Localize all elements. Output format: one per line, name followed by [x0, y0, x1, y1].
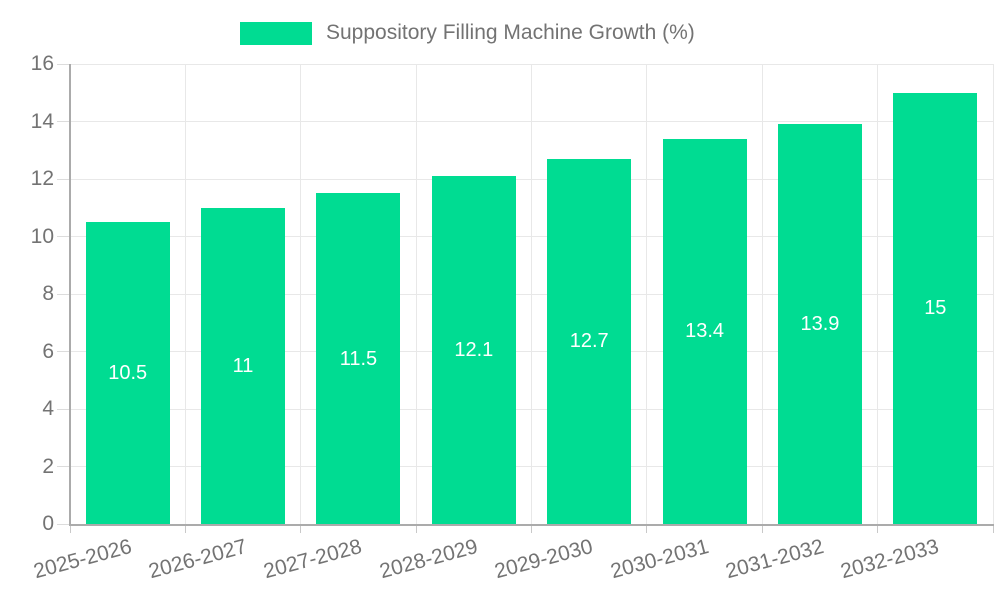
- bar[interactable]: [547, 158, 632, 524]
- legend-label: Suppository Filling Machine Growth (%): [326, 21, 695, 44]
- x-gridline: [761, 64, 763, 524]
- x-gridline: [300, 64, 302, 524]
- y-tick-mark: [57, 408, 70, 410]
- bar[interactable]: [777, 124, 862, 524]
- y-tick-label: 10: [30, 224, 54, 248]
- bar[interactable]: [85, 222, 170, 524]
- bar[interactable]: [201, 207, 286, 524]
- bar-value-label: 11.5: [339, 347, 378, 370]
- y-tick-mark: [57, 523, 70, 525]
- bar-value-label: 13.4: [685, 320, 725, 343]
- bar-value-label: 12.1: [454, 339, 494, 362]
- x-tick-mark: [69, 526, 71, 533]
- y-tick-mark: [57, 236, 70, 237]
- legend-swatch: [240, 21, 312, 45]
- bar[interactable]: [316, 193, 401, 524]
- y-axis-line: [69, 64, 71, 526]
- y-tick-mark: [57, 466, 70, 467]
- x-tick-mark: [300, 526, 302, 533]
- x-tick-mark: [761, 526, 763, 533]
- bar[interactable]: [662, 138, 747, 524]
- y-tick-label: 14: [30, 109, 54, 133]
- bar-value-label: 15: [924, 297, 947, 320]
- y-tick-mark: [57, 63, 70, 65]
- bar-value-label: 12.7: [569, 330, 609, 353]
- y-tick-mark: [57, 178, 70, 180]
- x-tick-mark: [877, 526, 879, 533]
- x-tick-mark: [646, 526, 648, 533]
- y-tick-label: 8: [42, 282, 54, 305]
- bar[interactable]: [431, 176, 516, 524]
- x-gridline: [992, 64, 994, 524]
- y-tick-mark: [57, 121, 70, 122]
- x-gridline: [415, 64, 417, 524]
- y-tick-label: 12: [30, 167, 54, 190]
- y-tick-label: 6: [42, 339, 54, 363]
- x-tick-mark: [531, 526, 532, 533]
- x-axis-line: [69, 524, 994, 526]
- x-gridline: [531, 64, 532, 524]
- legend[interactable]: Suppository Filling Machine Growth (%): [240, 21, 695, 45]
- y-tick-label: 2: [42, 454, 54, 478]
- x-gridline: [184, 64, 186, 524]
- x-gridline: [646, 64, 648, 524]
- bar[interactable]: [893, 92, 978, 524]
- y-tick-label: 4: [42, 397, 54, 420]
- bar-value-label: 11: [232, 354, 254, 377]
- x-tick-mark: [184, 526, 186, 533]
- y-tick-mark: [57, 351, 70, 352]
- x-tick-mark: [992, 526, 994, 533]
- y-tick-label: 0: [42, 512, 54, 535]
- y-tick-label: 16: [30, 52, 54, 75]
- bar-value-label: 13.9: [800, 313, 840, 336]
- bar-value-label: 10.5: [108, 362, 148, 385]
- x-gridline: [877, 64, 879, 524]
- y-tick-mark: [57, 293, 70, 295]
- x-tick-mark: [415, 526, 417, 533]
